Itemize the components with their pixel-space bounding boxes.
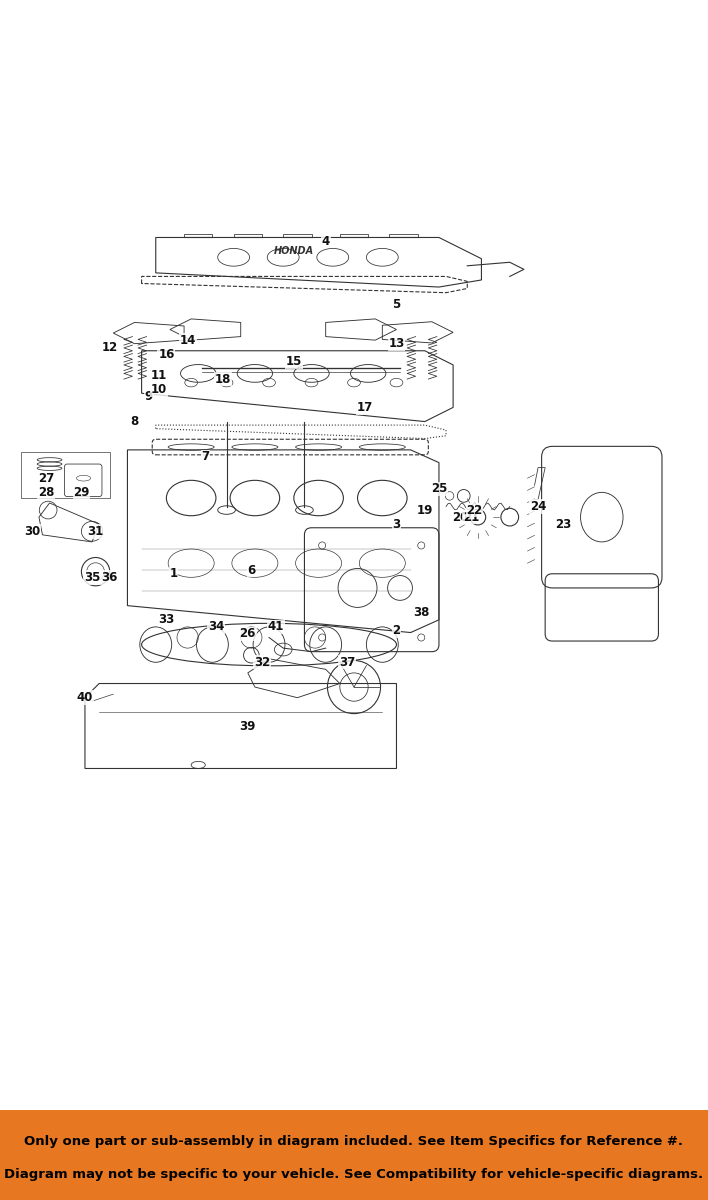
Text: 9: 9 <box>144 390 153 403</box>
Text: 7: 7 <box>201 450 210 463</box>
Text: 39: 39 <box>239 720 256 732</box>
Text: Diagram may not be specific to your vehicle. See Compatibility for vehicle-speci: Diagram may not be specific to your vehi… <box>4 1169 704 1181</box>
Text: 40: 40 <box>76 691 93 704</box>
Text: 2: 2 <box>392 624 401 637</box>
Text: HONDA: HONDA <box>274 246 314 256</box>
Text: 19: 19 <box>416 504 433 516</box>
Text: 27: 27 <box>38 472 54 485</box>
Text: 22: 22 <box>467 504 482 516</box>
Text: 32: 32 <box>254 655 270 668</box>
Text: 23: 23 <box>555 517 571 530</box>
Text: 38: 38 <box>413 606 430 619</box>
Text: 26: 26 <box>239 628 256 641</box>
Text: 30: 30 <box>24 524 40 538</box>
Text: 5: 5 <box>392 299 401 311</box>
Text: 24: 24 <box>530 500 547 514</box>
Text: 31: 31 <box>88 524 103 538</box>
Text: 10: 10 <box>152 383 167 396</box>
Text: 36: 36 <box>101 571 118 584</box>
Text: 20: 20 <box>452 511 468 523</box>
Text: 16: 16 <box>158 348 175 361</box>
Text: 35: 35 <box>84 571 101 584</box>
Text: 12: 12 <box>102 341 118 354</box>
Text: 15: 15 <box>285 355 302 368</box>
Text: 34: 34 <box>207 620 224 634</box>
Text: 4: 4 <box>321 234 330 247</box>
Text: 3: 3 <box>392 517 401 530</box>
Text: 14: 14 <box>179 334 196 347</box>
Text: 28: 28 <box>38 486 55 499</box>
Text: 6: 6 <box>247 564 256 577</box>
Text: 18: 18 <box>215 372 232 385</box>
Text: 29: 29 <box>73 486 90 499</box>
Text: 17: 17 <box>357 401 372 414</box>
Text: 13: 13 <box>389 337 404 350</box>
Text: 8: 8 <box>130 415 139 428</box>
Text: 1: 1 <box>169 568 178 581</box>
Text: 33: 33 <box>159 613 174 626</box>
Text: 41: 41 <box>268 620 285 634</box>
Text: 21: 21 <box>463 511 479 523</box>
Text: 25: 25 <box>430 482 447 496</box>
Text: 37: 37 <box>339 655 355 668</box>
Text: 11: 11 <box>152 370 167 382</box>
Text: Only one part or sub-assembly in diagram included. See Item Specifics for Refere: Only one part or sub-assembly in diagram… <box>25 1135 683 1148</box>
